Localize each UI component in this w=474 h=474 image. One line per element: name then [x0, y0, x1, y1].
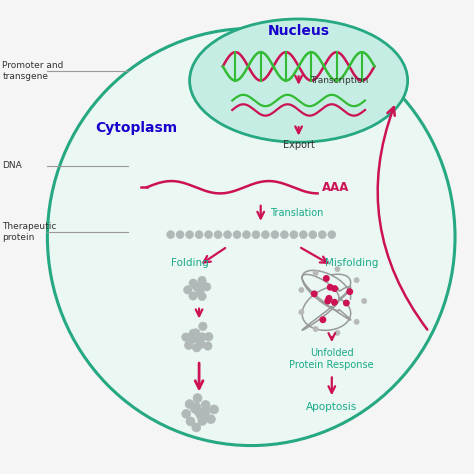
Circle shape [182, 410, 191, 419]
Text: Cytoplasm: Cytoplasm [95, 121, 177, 135]
Circle shape [192, 283, 201, 291]
Circle shape [189, 333, 197, 341]
Circle shape [189, 292, 197, 300]
Text: Transcription: Transcription [310, 76, 369, 85]
Circle shape [204, 332, 213, 341]
Circle shape [335, 330, 340, 336]
Circle shape [354, 278, 359, 283]
Circle shape [191, 404, 200, 413]
Circle shape [198, 411, 207, 420]
Circle shape [186, 417, 195, 426]
Circle shape [191, 329, 200, 337]
Circle shape [203, 342, 212, 350]
Circle shape [196, 284, 205, 292]
Text: Misfolding: Misfolding [325, 258, 378, 268]
Circle shape [233, 231, 241, 238]
Text: Folding: Folding [171, 258, 209, 268]
Circle shape [332, 300, 337, 305]
Text: Therapeutic
protein: Therapeutic protein [2, 222, 57, 242]
Circle shape [197, 340, 205, 348]
Circle shape [195, 335, 203, 343]
Circle shape [191, 402, 201, 411]
Ellipse shape [47, 28, 455, 446]
Circle shape [186, 231, 193, 238]
Circle shape [193, 393, 202, 402]
Circle shape [328, 231, 336, 238]
Circle shape [182, 333, 190, 341]
Circle shape [198, 292, 206, 301]
Circle shape [189, 279, 197, 287]
Circle shape [224, 231, 231, 238]
FancyArrowPatch shape [378, 107, 427, 329]
Text: Translation: Translation [270, 208, 324, 219]
Circle shape [344, 300, 349, 306]
Text: DNA: DNA [2, 162, 22, 170]
Circle shape [262, 231, 269, 238]
Circle shape [201, 401, 210, 410]
Circle shape [335, 266, 340, 272]
Circle shape [319, 231, 326, 238]
Circle shape [354, 319, 359, 324]
Text: AAA: AAA [322, 181, 350, 194]
Circle shape [325, 298, 330, 304]
Circle shape [201, 407, 210, 416]
Circle shape [290, 231, 298, 238]
Circle shape [210, 405, 219, 414]
Circle shape [299, 287, 304, 292]
Circle shape [300, 231, 307, 238]
Circle shape [320, 317, 326, 322]
Circle shape [183, 286, 192, 294]
Circle shape [176, 231, 184, 238]
Circle shape [206, 415, 215, 424]
Circle shape [196, 288, 204, 296]
Circle shape [271, 231, 279, 238]
Circle shape [196, 411, 205, 420]
Text: Promoter and
transgene: Promoter and transgene [2, 61, 64, 81]
Circle shape [192, 344, 201, 352]
Circle shape [192, 423, 201, 432]
Circle shape [198, 333, 207, 341]
Ellipse shape [190, 19, 408, 142]
Circle shape [189, 329, 198, 337]
Circle shape [309, 231, 317, 238]
Circle shape [198, 417, 207, 426]
Circle shape [243, 231, 250, 238]
Circle shape [198, 276, 206, 284]
Circle shape [195, 231, 203, 238]
Circle shape [299, 310, 304, 315]
Circle shape [313, 327, 318, 332]
Circle shape [199, 322, 207, 331]
Text: Nucleus: Nucleus [268, 24, 329, 38]
Circle shape [167, 231, 174, 238]
Circle shape [195, 285, 203, 293]
Text: Unfolded
Protein Response: Unfolded Protein Response [290, 348, 374, 370]
Circle shape [200, 410, 209, 419]
Circle shape [347, 289, 353, 294]
Circle shape [332, 286, 337, 292]
Circle shape [281, 231, 288, 238]
Circle shape [205, 231, 212, 238]
Text: Export: Export [283, 139, 315, 150]
Circle shape [184, 341, 193, 349]
Circle shape [313, 270, 318, 275]
Circle shape [189, 335, 198, 343]
Circle shape [326, 296, 332, 301]
Circle shape [328, 284, 333, 290]
Circle shape [252, 231, 260, 238]
Circle shape [185, 400, 194, 409]
Circle shape [202, 283, 211, 291]
Circle shape [214, 231, 222, 238]
Circle shape [195, 408, 204, 417]
Text: Apoptosis: Apoptosis [306, 402, 357, 412]
Circle shape [311, 291, 317, 297]
Circle shape [362, 299, 367, 304]
Circle shape [324, 276, 329, 281]
